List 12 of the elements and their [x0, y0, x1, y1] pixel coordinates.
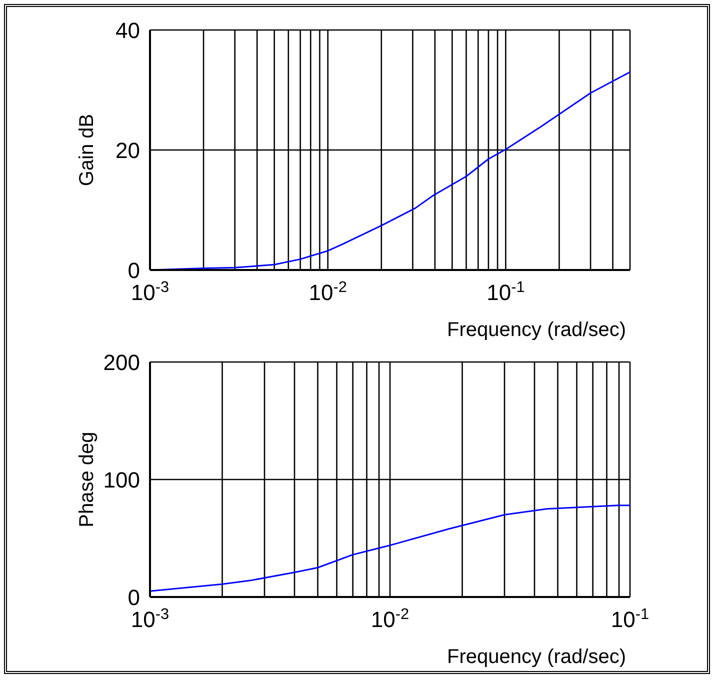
x-axis-title: Frequency (rad/sec) [447, 646, 626, 668]
y-tick-label: 20 [116, 138, 140, 163]
y-axis-title: Phase deg [76, 432, 98, 528]
x-tick-label: 10$^{-1}$ [486, 278, 525, 305]
y-tick-label: 40 [116, 18, 140, 43]
x-tick-label: 10$^{-2}$ [308, 278, 347, 305]
y-tick-label: 100 [103, 468, 140, 492]
x-tick-label: 10$^{-2}$ [370, 606, 410, 632]
x-axis-title: Frequency (rad/sec) [447, 319, 626, 341]
y-axis-title: Gain dB [76, 114, 98, 186]
x-tick-label: 10$^{-1}$ [610, 606, 650, 632]
y-tick-label: 200 [103, 350, 140, 375]
